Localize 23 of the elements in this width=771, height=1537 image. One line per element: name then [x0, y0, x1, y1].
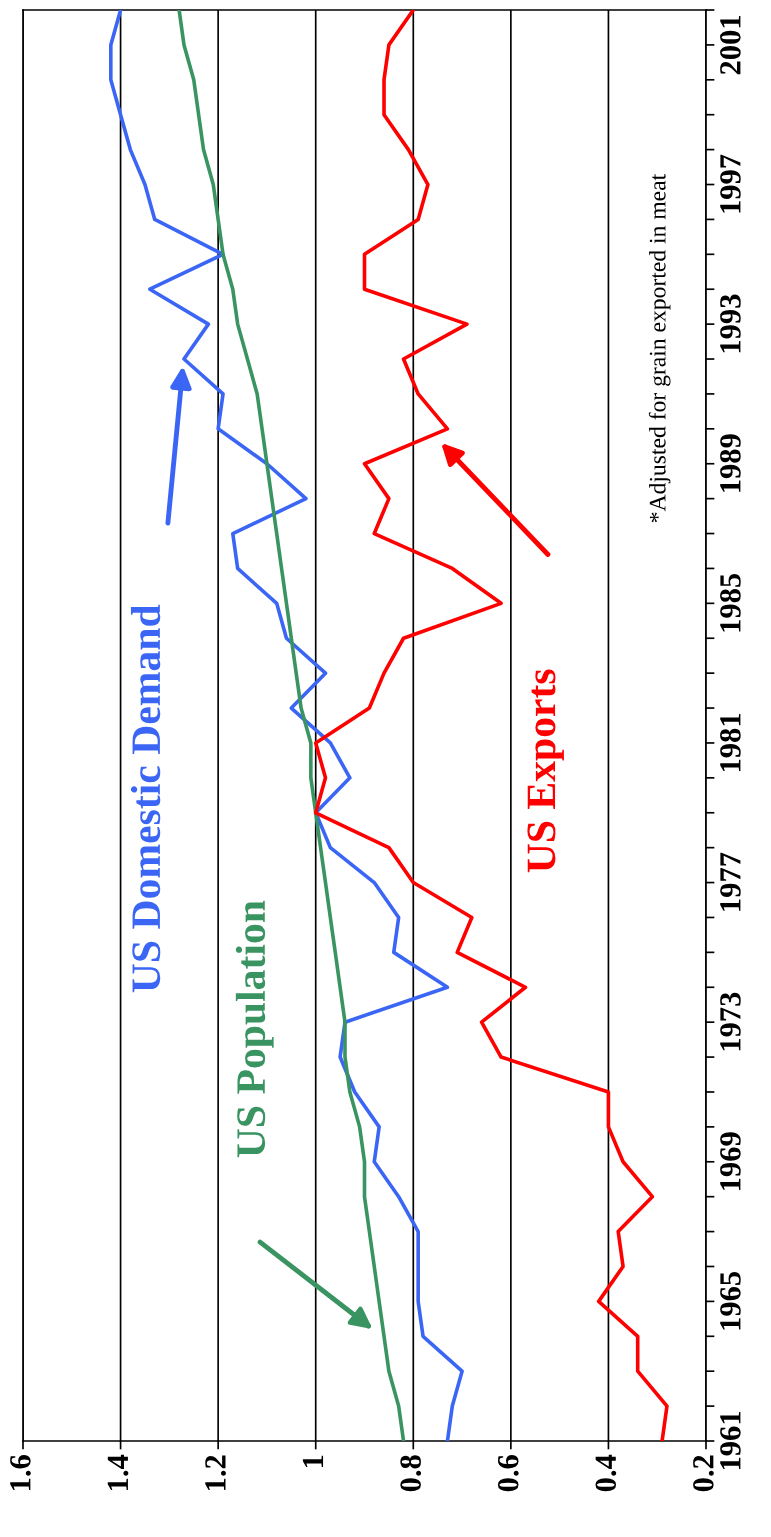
y-tick-label: 1981 — [720, 713, 741, 772]
y-tick-label: 1997 — [720, 154, 741, 213]
y-tick-label: 1977 — [720, 852, 741, 911]
x-tick-label: 1 — [302, 1455, 324, 1468]
x-tick-label: 1.2 — [205, 1455, 226, 1490]
y-tick-label: 1985 — [720, 573, 741, 632]
x-tick-label: 0.6 — [497, 1455, 519, 1492]
y-tick-label: 2001 — [720, 15, 741, 75]
annotation: *Adjusted for grain exported in meat — [648, 173, 671, 523]
x-tick-label: 0.2 — [693, 1455, 714, 1492]
x-tick-label: 0.4 — [595, 1454, 617, 1492]
x-tick-label: 0.8 — [400, 1455, 422, 1492]
y-tick-label: 1993 — [720, 294, 741, 353]
y-tick-label: 1989 — [720, 434, 741, 492]
y-tick-label: 1969 — [720, 1132, 741, 1190]
x-tick-label: 1.4 — [107, 1454, 129, 1490]
y-tick-label: 1965 — [720, 1271, 741, 1330]
text: US Population — [235, 900, 274, 1158]
text: US Exports — [527, 669, 564, 873]
y-tick-label: 1973 — [720, 992, 741, 1051]
y-tick-label: 1961 — [720, 1412, 741, 1470]
x-tick-label: 1.6 — [10, 1455, 31, 1490]
text: US Domestic Demand — [130, 604, 161, 993]
